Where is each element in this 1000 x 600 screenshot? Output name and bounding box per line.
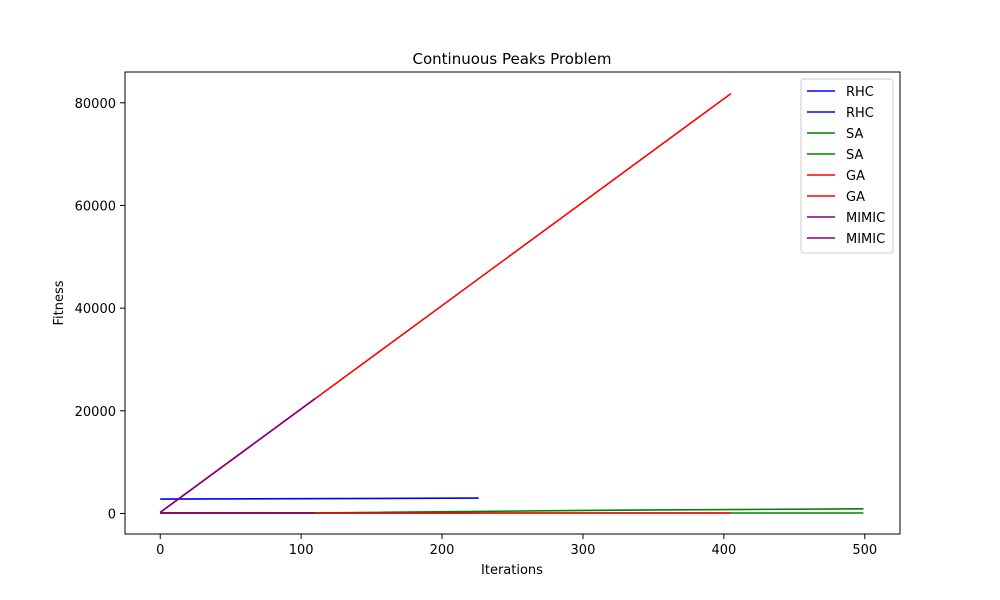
legend-box	[800, 78, 894, 254]
x-tick-label: 200	[430, 543, 455, 558]
legend-label: SA	[846, 127, 863, 142]
plot-lines	[159, 92, 864, 514]
legend-label: RHC	[846, 106, 874, 121]
y-tick-label: 40000	[75, 302, 116, 317]
chart-title: Continuous Peaks Problem	[412, 50, 611, 68]
y-axis: 0 20000 40000 60000 80000	[75, 97, 125, 522]
y-axis-label: Fitness	[52, 280, 67, 325]
legend-label: RHC	[846, 85, 874, 100]
x-tick-label: 100	[289, 543, 314, 558]
legend-label: MIMIC	[846, 232, 885, 247]
legend-label: GA	[846, 169, 865, 184]
legend-label: MIMIC	[846, 211, 885, 226]
y-tick-label: 60000	[75, 199, 116, 214]
series-line-mimic-1	[159, 397, 316, 514]
y-tick-label: 20000	[75, 405, 116, 420]
plot-frame	[124, 71, 901, 535]
x-axis: 0 100 200 300 400 500	[156, 534, 877, 558]
x-tick-label: 0	[156, 543, 164, 558]
x-tick-label: 500	[852, 543, 877, 558]
series-line-rhc-1	[160, 497, 479, 500]
x-tick-label: 400	[711, 543, 736, 558]
legend: RHC RHC SA SA GA GA MIMIC MIMIC	[800, 78, 894, 254]
legend-label: GA	[846, 190, 865, 205]
x-tick-label: 300	[571, 543, 596, 558]
y-tick-label: 80000	[75, 97, 116, 112]
y-tick-label: 0	[108, 507, 116, 522]
x-axis-label: Iterations	[481, 563, 543, 578]
legend-label: SA	[846, 148, 863, 163]
